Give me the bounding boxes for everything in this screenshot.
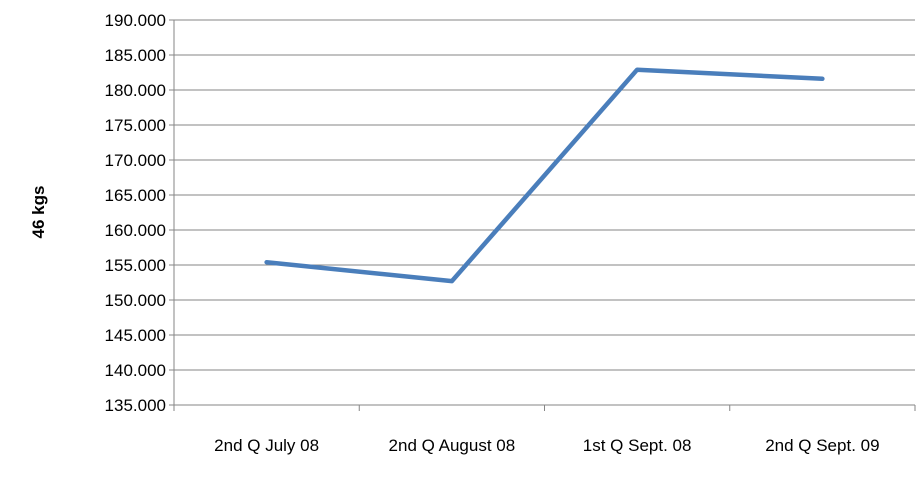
y-tick-label: 150.000 [105, 291, 166, 310]
y-tick-label: 165.000 [105, 186, 166, 205]
y-tick-label: 140.000 [105, 361, 166, 380]
line-series [264, 67, 825, 284]
y-tick-label: 145.000 [105, 326, 166, 345]
y-tick-label: 190.000 [105, 11, 166, 30]
y-axis-label: 46 kgs [29, 186, 48, 239]
x-tick-label: 2nd Q August 08 [389, 436, 516, 455]
y-tick-label: 185.000 [105, 46, 166, 65]
y-tick-label: 170.000 [105, 151, 166, 170]
x-tick-label: 2nd Q Sept. 09 [765, 436, 879, 455]
y-tick-label: 135.000 [105, 396, 166, 415]
y-tick-label: 155.000 [105, 256, 166, 275]
y-tick-label: 180.000 [105, 81, 166, 100]
y-tick-label: 160.000 [105, 221, 166, 240]
x-tick-label: 1st Q Sept. 08 [583, 436, 692, 455]
x-tick-label: 2nd Q July 08 [214, 436, 319, 455]
y-tick-label: 175.000 [105, 116, 166, 135]
